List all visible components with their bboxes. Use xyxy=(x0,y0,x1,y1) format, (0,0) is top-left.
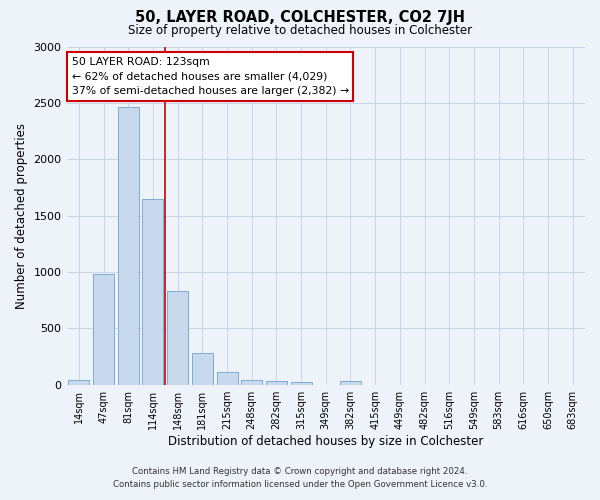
Bar xyxy=(68,380,89,384)
Text: Contains HM Land Registry data © Crown copyright and database right 2024.
Contai: Contains HM Land Registry data © Crown c… xyxy=(113,468,487,489)
Bar xyxy=(241,380,262,384)
X-axis label: Distribution of detached houses by size in Colchester: Distribution of detached houses by size … xyxy=(168,434,484,448)
Bar xyxy=(167,291,188,384)
Text: 50 LAYER ROAD: 123sqm
← 62% of detached houses are smaller (4,029)
37% of semi-d: 50 LAYER ROAD: 123sqm ← 62% of detached … xyxy=(72,56,349,96)
Bar xyxy=(142,198,163,384)
Bar xyxy=(340,382,361,384)
Bar xyxy=(192,353,213,384)
Text: 50, LAYER ROAD, COLCHESTER, CO2 7JH: 50, LAYER ROAD, COLCHESTER, CO2 7JH xyxy=(135,10,465,25)
Bar xyxy=(266,382,287,384)
Bar xyxy=(217,372,238,384)
Bar xyxy=(290,382,311,384)
Bar xyxy=(93,274,114,384)
Y-axis label: Number of detached properties: Number of detached properties xyxy=(15,122,28,308)
Bar xyxy=(118,108,139,384)
Text: Size of property relative to detached houses in Colchester: Size of property relative to detached ho… xyxy=(128,24,472,37)
